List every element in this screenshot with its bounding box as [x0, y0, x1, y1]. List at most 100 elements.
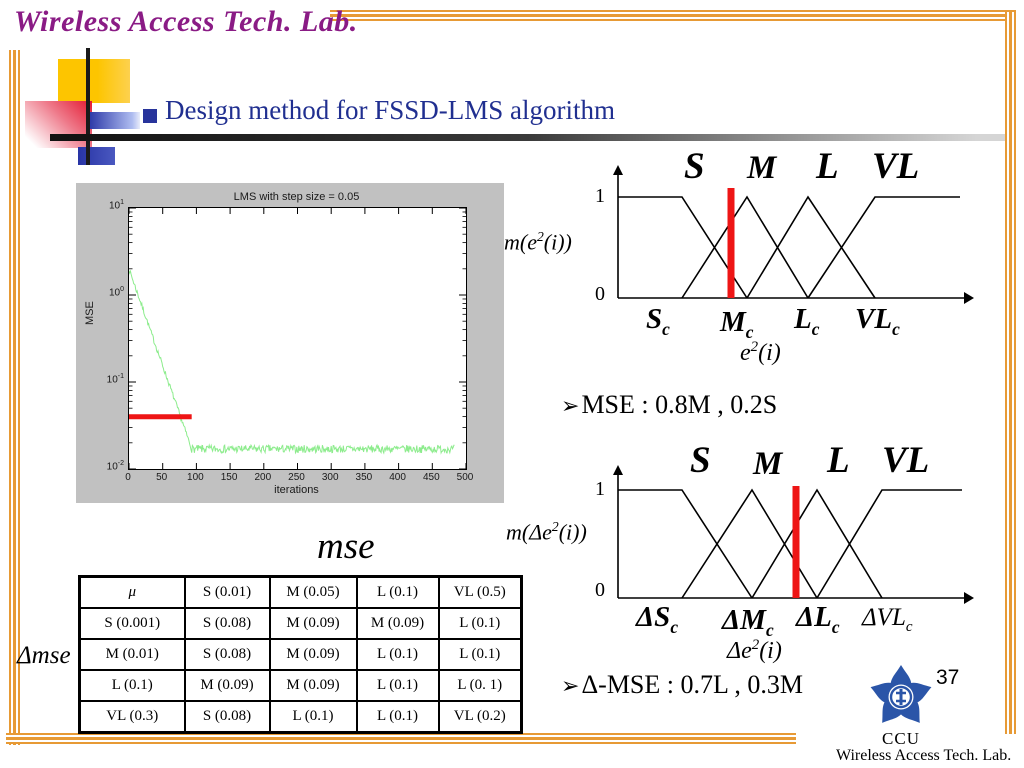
y-tick-label: 10-1	[106, 373, 124, 386]
plot-x-axis-label: iterations	[274, 484, 319, 496]
table-cell: L (0.1)	[355, 700, 440, 734]
lms-plot-panel: LMS with step size = 0.05 101 100 10-1 10-2…	[76, 183, 504, 503]
x-tick-label: 200	[254, 472, 272, 483]
table-cell: L (0.1)	[437, 607, 523, 640]
arrow-bullet-icon: ➢	[561, 394, 580, 419]
fuzzy2-y-min: 0	[595, 579, 605, 601]
footer-lab-name: Wireless Access Tech. Lab.	[836, 747, 1012, 764]
table-cell: M (0.09)	[268, 607, 358, 640]
table-cell: L (0. 1)	[437, 669, 523, 702]
fuzzy1-y-min: 0	[595, 283, 605, 305]
plot-y-axis-label: MSE	[84, 301, 96, 325]
table-row: VL (0.3) S (0.08) L (0.1) L (0.1) VL (0.2)	[78, 700, 523, 734]
y-tick-label: 10-2	[106, 460, 124, 473]
right-border-line	[1005, 12, 1016, 734]
bottom-border-line	[6, 733, 796, 744]
table-cell: L (0.1)	[355, 638, 440, 671]
decor-black-vline	[86, 48, 90, 165]
fuzzy1-center-Sc: Sc	[646, 303, 670, 339]
fuzzy-membership-diagram-delta-mse	[613, 465, 974, 604]
fuzzy2-set-VL: VL	[882, 440, 930, 481]
table-header-cell: M (0.05)	[268, 575, 358, 609]
x-axis-arrow-icon	[964, 292, 974, 304]
header-lab-name: Wireless Access Tech. Lab.	[14, 5, 358, 38]
table-cell: M (0.09)	[268, 669, 358, 702]
fuzzy1-center-Mc: Mc	[720, 306, 754, 342]
y-tick-label: 101	[108, 199, 124, 212]
x-tick-label: 300	[321, 472, 339, 483]
fuzzy1-set-VL: VL	[872, 146, 920, 187]
fuzzy2-x-axis-label: Δe2(i)	[727, 637, 782, 664]
x-tick-label: 150	[220, 472, 238, 483]
x-tick-label: 350	[355, 472, 373, 483]
fuzzy1-set-M: M	[747, 150, 777, 186]
fuzzy1-center-VLc: VLc	[855, 303, 900, 339]
mse-result-bullet: ➢MSE : 0.8M , 0.2S	[561, 390, 778, 419]
fuzzy2-set-M: M	[753, 446, 783, 482]
table-cell: S (0.001)	[78, 607, 186, 640]
x-tick-label: 50	[156, 472, 168, 483]
table-row-axis-label: Δmse	[17, 642, 71, 669]
fuzzy1-x-axis-label: e2(i)	[740, 339, 781, 366]
decor-yellow-rect	[58, 59, 130, 103]
fuzzy2-y-max: 1	[595, 478, 605, 500]
plot-title: LMS with step size = 0.05	[233, 191, 360, 203]
table-header-cell: μ	[78, 575, 186, 609]
fuzzy1-set-L: L	[816, 146, 839, 187]
fuzzy2-center-dLc: ΔLc	[796, 601, 840, 637]
x-tick-label: 500	[456, 472, 474, 483]
top-border-line	[330, 10, 1016, 21]
table-cell: S (0.08)	[183, 607, 271, 640]
table-cell: L (0.1)	[355, 669, 440, 702]
table-cell: M (0.09)	[183, 669, 271, 702]
decor-blue-square	[78, 147, 115, 165]
delta-mse-result-bullet: ➢Δ-MSE : 0.7L , 0.3M	[561, 670, 804, 699]
decor-blue-bar	[88, 112, 140, 129]
title-bullet-square-icon	[143, 109, 157, 123]
table-cell: L (0.1)	[78, 669, 186, 702]
x-axis-arrow-icon	[964, 592, 974, 604]
fuzzy2-set-L: L	[827, 440, 850, 481]
fuzzy1-y-max: 1	[595, 185, 605, 207]
fuzzy2-membership-axis-label: m(Δe2(i))	[506, 519, 587, 545]
x-tick-label: 100	[187, 472, 204, 483]
table-cell: S (0.08)	[183, 638, 271, 671]
fuzzy2-center-dSc: ΔSc	[636, 601, 679, 637]
table-title-mse: mse	[317, 526, 375, 567]
table-row: L (0.1) M (0.09) M (0.09) L (0.1) L (0. 1)	[78, 669, 523, 702]
rule-table-body: S (0.001) S (0.08) M (0.09) M (0.09) L (0.1)…	[78, 607, 523, 734]
table-cell: S (0.08)	[183, 700, 271, 734]
fuzzy1-set-S: S	[684, 146, 705, 187]
table-header-cell: S (0.01)	[183, 575, 271, 609]
x-tick-label: 0	[125, 472, 131, 483]
ccu-logo	[868, 662, 934, 732]
left-border-line	[9, 50, 20, 745]
y-axis-arrow-icon	[613, 465, 623, 475]
table-cell: M (0.09)	[268, 638, 358, 671]
lms-curve-chart	[129, 208, 466, 469]
arrow-bullet-icon: ➢	[561, 674, 580, 699]
table-cell: VL (0.3)	[78, 700, 186, 734]
table-header-cell: L (0.1)	[355, 575, 440, 609]
page-title: Design method for FSSD-LMS algorithm	[165, 95, 615, 125]
fuzzy2-center-dVLc: ΔVLc	[862, 604, 913, 635]
fuzzy-membership-diagram-mse	[613, 165, 974, 304]
table-cell: M (0.09)	[355, 607, 440, 640]
table-cell: M (0.01)	[78, 638, 186, 671]
page-number: 37	[936, 666, 960, 689]
table-header-cell: VL (0.5)	[437, 575, 523, 609]
table-cell: VL (0.2)	[437, 700, 523, 734]
table-cell: L (0.1)	[268, 700, 358, 734]
x-tick-label: 400	[389, 472, 406, 483]
fuzzy2-set-S: S	[690, 440, 711, 481]
table-cell: L (0.1)	[437, 638, 523, 671]
y-axis-arrow-icon	[613, 165, 623, 175]
x-tick-label: 450	[422, 472, 440, 483]
y-tick-label: 100	[108, 286, 124, 299]
fuzzy1-membership-axis-label: m(e2(i))	[504, 229, 572, 255]
fuzzy1-center-Lc: Lc	[794, 303, 820, 339]
table-row: M (0.01) S (0.08) M (0.09) L (0.1) L (0.1)	[78, 638, 523, 671]
x-tick-label: 250	[288, 472, 305, 483]
